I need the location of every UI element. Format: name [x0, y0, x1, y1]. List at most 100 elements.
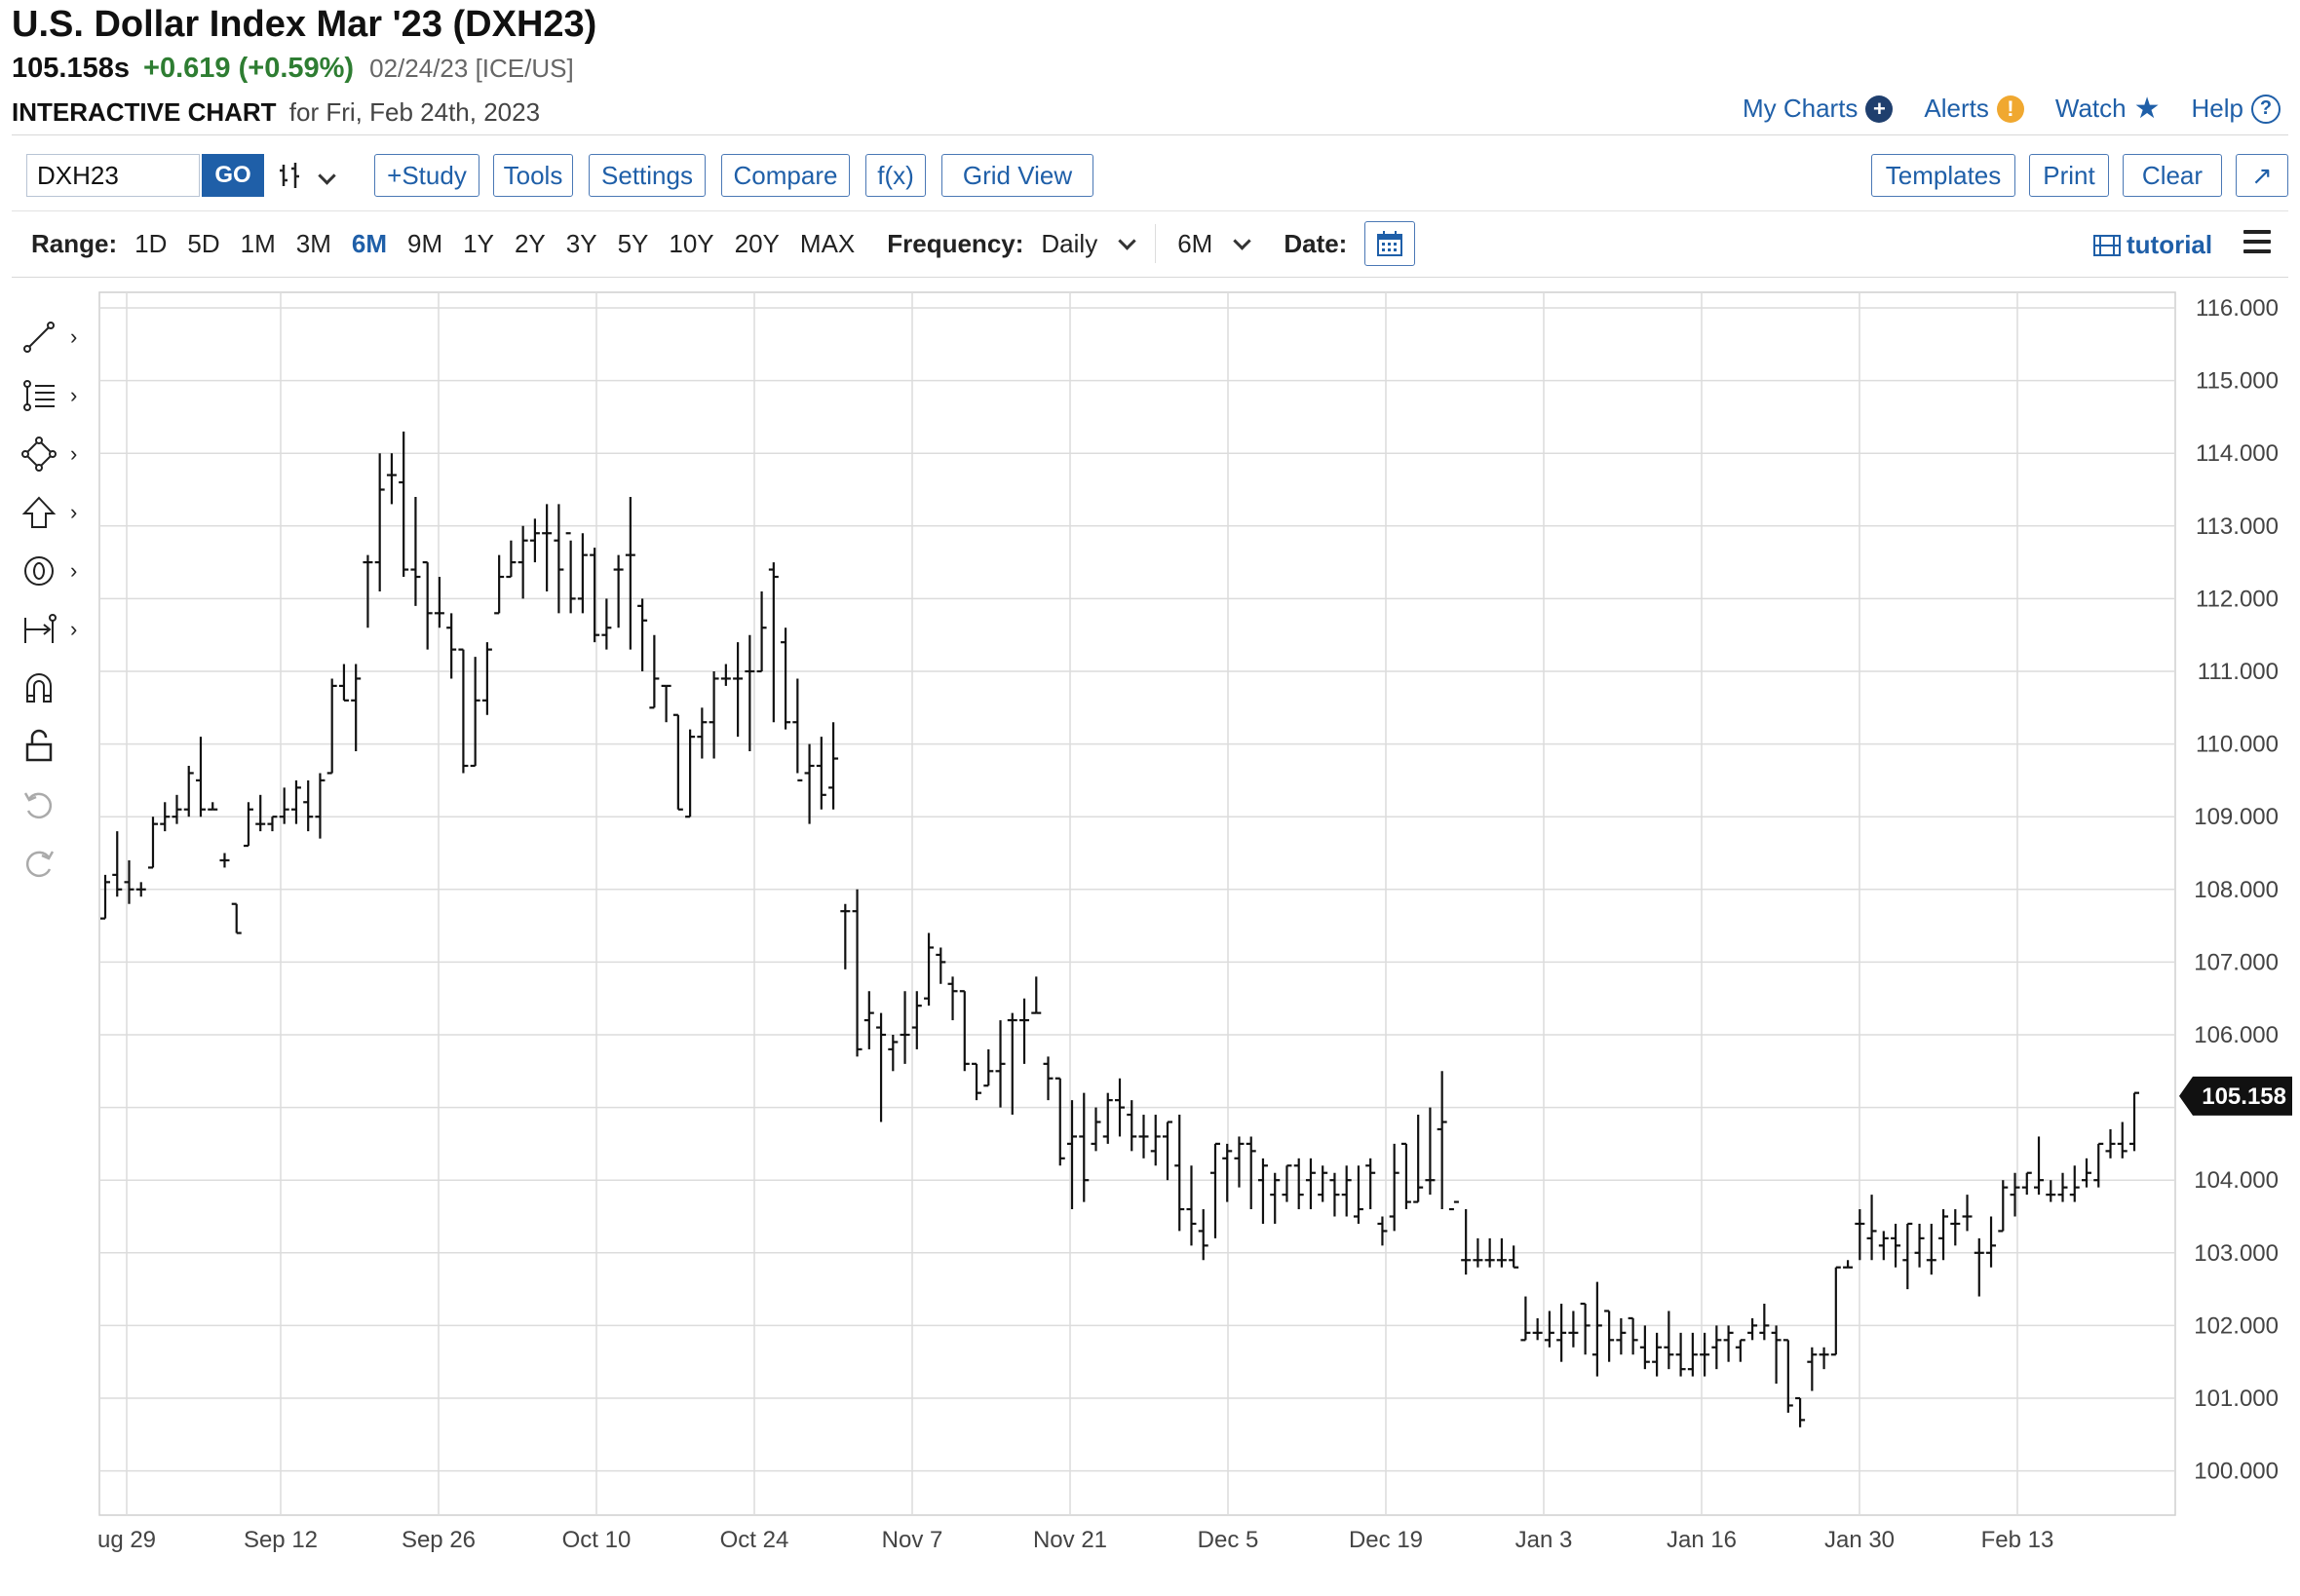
chevron-right-icon: › [70, 383, 78, 407]
alerts-link[interactable]: Alerts ! [1924, 94, 2024, 124]
magnet-tool[interactable] [19, 668, 88, 707]
watch-label: Watch [2054, 94, 2127, 123]
alert-icon: ! [1996, 95, 2024, 123]
period-select[interactable]: 6M [1177, 229, 1252, 259]
ohlc-bar [1819, 1347, 1829, 1370]
arrow-up-icon [21, 496, 57, 528]
expand-button[interactable]: ↗ [2236, 154, 2288, 197]
ohlc-bar [900, 991, 910, 1064]
redo-button[interactable] [19, 844, 88, 883]
ohlc-bar [363, 554, 373, 628]
ohlc-bar [1902, 1222, 1913, 1290]
x-tick-label: Nov 21 [1033, 1527, 1107, 1553]
ohlc-bar [1257, 1158, 1268, 1224]
ohlc-bar [1652, 1332, 1663, 1377]
ohlc-bar [1962, 1195, 1973, 1232]
ohlc-bar [1293, 1158, 1304, 1210]
magnet-icon [26, 673, 52, 703]
range-6m[interactable]: 6M [351, 228, 387, 258]
go-button[interactable]: GO [202, 154, 264, 197]
clear-button[interactable]: Clear [2123, 154, 2222, 197]
ohlc-bar [1544, 1311, 1554, 1348]
print-button[interactable]: Print [2029, 154, 2109, 197]
ohlc-bar [590, 548, 600, 643]
chart-label: INTERACTIVE CHART [12, 97, 277, 127]
arrow-tool[interactable]: › [19, 493, 88, 532]
ohlc-bar [458, 648, 469, 774]
calendar-button[interactable] [1364, 221, 1416, 266]
last-price: 105.158s [12, 53, 130, 84]
ohlc-bar [399, 431, 409, 578]
settings-button[interactable]: Settings [589, 154, 706, 197]
x-tick-label: Sep 26 [402, 1527, 476, 1553]
fib-tool[interactable]: › [19, 376, 88, 415]
ohlc-bar [1532, 1317, 1543, 1341]
ohlc-bar [410, 496, 421, 606]
price-change: +0.619 (+0.59%) [143, 53, 355, 84]
bar-type-selector[interactable] [278, 158, 336, 190]
chevron-right-icon: › [70, 617, 78, 641]
y-tick-label: 107.000 [2194, 949, 2279, 975]
ohlc-bar [267, 816, 278, 832]
annotation-tool[interactable]: › [19, 551, 88, 590]
shape-tool[interactable]: › [19, 435, 88, 474]
ohlc-bar [422, 560, 433, 650]
my-charts-link[interactable]: My Charts + [1743, 94, 1894, 124]
watch-link[interactable]: Watch ★ [2055, 94, 2161, 124]
range-3m[interactable]: 3M [295, 228, 331, 258]
range-5y[interactable]: 5Y [617, 228, 649, 258]
range-1d[interactable]: 1D [134, 228, 168, 258]
x-tick-label: Jan 16 [1667, 1527, 1737, 1553]
ohlc-bar [1700, 1332, 1710, 1377]
range-5d[interactable]: 5D [187, 228, 220, 258]
frequency-select[interactable]: Daily [1041, 229, 1136, 259]
grid-view-button[interactable]: Grid View [941, 154, 1093, 197]
ohlc-bar [601, 598, 612, 650]
x-tick-label: Oct 10 [562, 1527, 632, 1553]
function-button[interactable]: f(x) [865, 154, 926, 197]
ohlc-bar [816, 737, 826, 810]
range-max[interactable]: MAX [799, 228, 856, 258]
range-9m[interactable]: 9M [407, 228, 443, 258]
help-link[interactable]: Help ? [2192, 94, 2281, 124]
study-button[interactable]: +Study [374, 154, 479, 197]
ohlc-bar [1591, 1281, 1602, 1377]
templates-button[interactable]: Templates [1871, 154, 2015, 197]
plus-icon: + [1865, 95, 1894, 123]
ohlc-bar [1102, 1092, 1113, 1144]
range-3y[interactable]: 3Y [565, 228, 597, 258]
ohlc-bar [1782, 1339, 1793, 1413]
range-20y[interactable]: 20Y [734, 228, 780, 258]
range-2y[interactable]: 2Y [514, 228, 546, 258]
last-price-tag: 105.158 [2179, 1076, 2292, 1116]
range-10y[interactable]: 10Y [669, 228, 714, 258]
lock-tool[interactable] [19, 727, 88, 766]
ohlc-bar [1520, 1296, 1531, 1342]
ohlc-bar [804, 743, 815, 824]
quote-line: 105.158s +0.619 (+0.59%) 02/24/23 [ICE/U… [12, 53, 574, 85]
tools-button[interactable]: Tools [493, 154, 573, 197]
chevron-down-icon [1118, 231, 1136, 250]
ohlc-bar [494, 554, 505, 615]
x-tick-label: Dec 5 [1198, 1527, 1259, 1553]
hamburger-menu-icon[interactable] [2243, 230, 2271, 253]
undo-button[interactable] [19, 785, 88, 824]
ohlc-bar [1318, 1165, 1328, 1202]
ohlc-bar [1198, 1209, 1208, 1261]
page-title: U.S. Dollar Index Mar '23 (DXH23) [12, 4, 597, 45]
ohlc-bar [1556, 1304, 1567, 1362]
symbol-input[interactable] [26, 154, 200, 197]
measure-tool[interactable]: › [19, 610, 88, 649]
range-1m[interactable]: 1M [240, 228, 276, 258]
ohlc-bar [649, 634, 660, 709]
help-label: Help [2191, 94, 2243, 123]
ohlc-bar [876, 1012, 887, 1122]
ohlc-bar [840, 903, 851, 969]
compare-button[interactable]: Compare [721, 154, 850, 197]
ohlc-bar [1054, 1077, 1065, 1166]
range-1y[interactable]: 1Y [463, 228, 494, 258]
ohlc-bar [434, 577, 444, 628]
tutorial-link[interactable]: tutorial [2093, 230, 2212, 260]
ohlc-bar [1043, 1056, 1054, 1101]
line-tool[interactable]: › [19, 318, 88, 357]
